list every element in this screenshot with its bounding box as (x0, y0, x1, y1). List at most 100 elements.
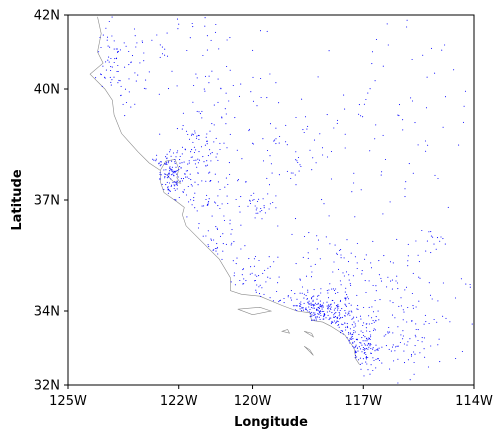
data-point (206, 133, 208, 135)
data-point (380, 280, 383, 282)
data-point (181, 128, 183, 130)
data-point (345, 304, 347, 306)
data-point (370, 334, 372, 336)
data-point (304, 116, 307, 118)
data-point (170, 184, 173, 186)
data-point (119, 80, 121, 82)
data-point (310, 306, 313, 309)
data-point (159, 56, 161, 58)
data-point (219, 207, 221, 210)
data-point (238, 205, 240, 207)
data-point (255, 289, 257, 291)
data-point (348, 310, 350, 312)
data-point (363, 343, 365, 345)
data-point (263, 207, 265, 209)
data-point (370, 347, 372, 350)
data-point (258, 293, 261, 295)
data-point (240, 83, 242, 85)
data-point (283, 302, 285, 304)
data-point (172, 152, 175, 154)
data-point (315, 319, 317, 321)
data-point (380, 277, 382, 279)
data-point (382, 134, 384, 136)
data-point (208, 245, 210, 247)
data-point (370, 262, 372, 264)
data-point (224, 186, 226, 188)
data-point (326, 114, 328, 116)
data-point (164, 176, 166, 178)
data-point (328, 319, 330, 321)
data-point (183, 161, 185, 163)
data-point (208, 172, 210, 174)
data-point (167, 88, 170, 90)
data-point (108, 61, 110, 63)
data-point (106, 36, 109, 38)
data-point (345, 312, 347, 314)
data-point (329, 317, 331, 319)
data-point (158, 93, 160, 95)
data-point (423, 348, 425, 350)
data-point (111, 16, 113, 18)
data-point (413, 361, 415, 364)
data-point (290, 172, 292, 174)
data-point (392, 344, 394, 346)
data-point (167, 187, 169, 189)
data-point (368, 346, 370, 348)
data-point (353, 329, 355, 332)
data-point (353, 332, 355, 334)
data-point (347, 296, 349, 298)
data-point (164, 177, 166, 179)
data-point (191, 22, 193, 25)
data-point (296, 160, 298, 162)
data-point (414, 353, 416, 355)
data-point (402, 319, 404, 321)
data-point (176, 173, 178, 175)
data-point (191, 156, 193, 158)
data-point (345, 297, 347, 299)
data-point (330, 323, 332, 325)
data-point (436, 321, 438, 323)
data-point (414, 122, 416, 124)
data-point (290, 297, 292, 299)
data-point (295, 263, 297, 265)
data-point (252, 76, 254, 78)
data-point (238, 95, 241, 97)
data-point (299, 305, 301, 307)
data-point (426, 76, 428, 78)
data-point (439, 361, 441, 363)
data-point (272, 300, 274, 302)
data-point (261, 209, 263, 212)
data-point (418, 276, 420, 278)
data-point (190, 179, 192, 181)
data-point (292, 305, 294, 307)
data-point (166, 181, 168, 183)
data-point (170, 185, 172, 187)
data-point (167, 174, 169, 176)
data-point (362, 340, 364, 342)
data-point (330, 308, 332, 310)
data-point (335, 288, 337, 290)
data-point (315, 317, 317, 319)
data-point (362, 116, 364, 118)
data-point (258, 259, 260, 262)
data-point (152, 158, 154, 160)
data-point (174, 198, 176, 201)
data-point (368, 315, 370, 317)
data-point (252, 199, 254, 201)
data-point (331, 299, 333, 301)
data-point (353, 341, 355, 343)
data-point (159, 173, 161, 175)
data-point (167, 186, 169, 188)
data-point (314, 302, 316, 304)
data-point (226, 147, 228, 149)
data-point (209, 149, 211, 151)
data-point (413, 373, 415, 375)
data-point (169, 190, 171, 192)
data-point (323, 310, 325, 313)
data-point (453, 69, 455, 71)
data-point (352, 275, 354, 277)
data-point (109, 76, 111, 78)
data-point (400, 334, 402, 336)
data-point (374, 138, 376, 140)
data-point (179, 159, 181, 161)
